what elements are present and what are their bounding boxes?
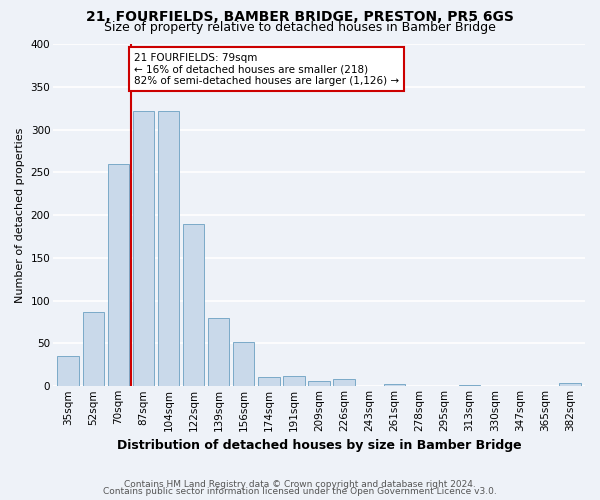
Bar [58,356,79,386]
Bar [334,380,355,386]
Bar [308,381,330,386]
Y-axis label: Number of detached properties: Number of detached properties [15,128,25,303]
Bar [258,377,280,386]
Bar [233,342,254,386]
Bar [283,376,305,386]
Bar [559,383,581,386]
Bar [83,312,104,386]
Bar [208,318,229,386]
X-axis label: Distribution of detached houses by size in Bamber Bridge: Distribution of detached houses by size … [117,440,521,452]
Text: 21 FOURFIELDS: 79sqm
← 16% of detached houses are smaller (218)
82% of semi-deta: 21 FOURFIELDS: 79sqm ← 16% of detached h… [134,52,399,86]
Bar [133,110,154,386]
Text: Size of property relative to detached houses in Bamber Bridge: Size of property relative to detached ho… [104,21,496,34]
Text: 21, FOURFIELDS, BAMBER BRIDGE, PRESTON, PR5 6GS: 21, FOURFIELDS, BAMBER BRIDGE, PRESTON, … [86,10,514,24]
Text: Contains public sector information licensed under the Open Government Licence v3: Contains public sector information licen… [103,487,497,496]
Bar [383,384,405,386]
Text: Contains HM Land Registry data © Crown copyright and database right 2024.: Contains HM Land Registry data © Crown c… [124,480,476,489]
Bar [158,110,179,386]
Bar [183,224,204,386]
Bar [107,164,129,386]
